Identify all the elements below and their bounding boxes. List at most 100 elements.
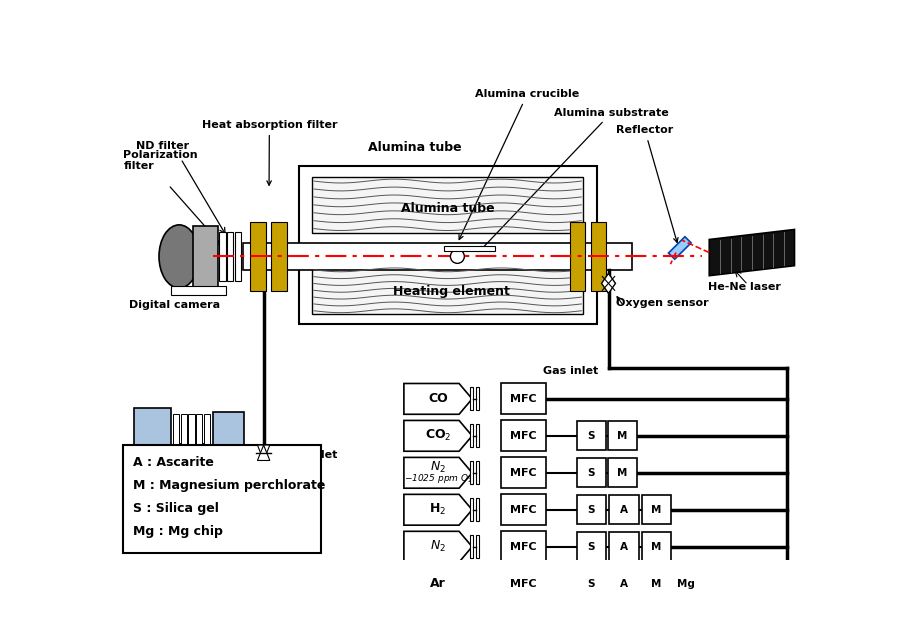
Text: Mg: Mg (677, 579, 695, 589)
Bar (470, 461, 472, 484)
Polygon shape (404, 568, 472, 599)
Text: Vacuum
pump: Vacuum pump (158, 441, 207, 462)
Bar (609, 532, 639, 561)
Text: M: M (652, 504, 662, 515)
Text: ND filter: ND filter (136, 142, 189, 152)
Bar (312, 267, 583, 314)
Text: Oxygen sensor: Oxygen sensor (616, 299, 709, 308)
Bar (250, 222, 266, 291)
Text: Alumina tube: Alumina tube (368, 141, 462, 154)
Bar (470, 498, 472, 521)
Bar (173, 415, 179, 443)
Bar (608, 458, 637, 487)
Text: Mg : Mg chip: Mg : Mg chip (132, 525, 222, 538)
Bar (476, 572, 479, 595)
Bar (470, 425, 472, 447)
Text: MFC: MFC (510, 542, 536, 552)
Bar (220, 232, 226, 281)
Text: Alumina substrate: Alumina substrate (480, 108, 669, 251)
Bar (500, 384, 545, 415)
Bar (642, 495, 671, 525)
Bar (299, 166, 597, 324)
Bar (500, 494, 545, 525)
Text: MFC: MFC (510, 394, 536, 404)
Polygon shape (669, 237, 691, 259)
Bar (608, 421, 637, 450)
Circle shape (450, 250, 464, 264)
Text: A: A (620, 504, 628, 515)
Text: S: S (588, 504, 595, 515)
Text: $N_2$: $N_2$ (430, 460, 446, 475)
Bar (470, 387, 472, 411)
Bar (204, 415, 210, 443)
Text: $-$1025 $ppm$ O$_2$: $-$1025 $ppm$ O$_2$ (403, 472, 472, 486)
Text: Alumina crucible: Alumina crucible (459, 89, 580, 240)
Text: S: S (588, 431, 595, 441)
Polygon shape (404, 457, 472, 488)
Bar (577, 421, 607, 450)
Bar (476, 535, 479, 559)
Polygon shape (404, 494, 472, 525)
Bar (243, 243, 632, 269)
Text: Ar: Ar (430, 577, 446, 590)
Text: Gas inlet: Gas inlet (543, 366, 598, 376)
Bar (642, 569, 671, 598)
Text: A: A (620, 579, 628, 589)
Text: S: S (588, 579, 595, 589)
Bar (194, 226, 218, 287)
Bar (272, 222, 287, 291)
Bar (312, 177, 583, 233)
Bar (171, 286, 227, 295)
Bar (590, 222, 607, 291)
Text: M: M (652, 579, 662, 589)
Bar (123, 445, 321, 553)
Text: M: M (617, 468, 627, 478)
Text: MFC: MFC (510, 431, 536, 441)
Polygon shape (404, 420, 472, 451)
Text: S: S (588, 542, 595, 552)
Bar (476, 461, 479, 484)
Bar (476, 387, 479, 411)
Text: M : Magnesium perchlorate: M : Magnesium perchlorate (132, 479, 325, 492)
Bar (500, 420, 545, 451)
Text: CO$_2$: CO$_2$ (425, 428, 451, 443)
Bar (577, 495, 607, 525)
Text: Heat absorption filter: Heat absorption filter (202, 120, 338, 186)
Text: Heating element: Heating element (393, 286, 510, 298)
Polygon shape (404, 384, 472, 415)
Bar (577, 532, 607, 561)
Bar (470, 572, 472, 595)
Text: $N_2$: $N_2$ (430, 539, 446, 554)
Bar (445, 246, 495, 251)
Bar (470, 535, 472, 559)
Text: Digital camera: Digital camera (129, 300, 220, 310)
Polygon shape (257, 445, 270, 460)
Bar (570, 222, 585, 291)
Ellipse shape (159, 225, 199, 288)
Text: H$_2$: H$_2$ (429, 502, 446, 517)
Bar (671, 569, 701, 598)
Polygon shape (709, 230, 795, 276)
Bar (642, 532, 671, 561)
Text: MFC: MFC (510, 579, 536, 589)
Text: He-Ne laser: He-Ne laser (707, 282, 780, 291)
Bar (577, 569, 607, 598)
Bar (500, 568, 545, 599)
Bar (500, 532, 545, 562)
Bar (188, 415, 194, 443)
Text: A: A (620, 542, 628, 552)
Bar (476, 425, 479, 447)
Bar (235, 232, 241, 281)
Text: Gas outlet: Gas outlet (273, 450, 338, 460)
Polygon shape (257, 445, 270, 460)
Text: MFC: MFC (510, 504, 536, 515)
Bar (134, 408, 171, 450)
Bar (577, 458, 607, 487)
Bar (181, 415, 187, 443)
Bar (500, 457, 545, 488)
Bar (609, 569, 639, 598)
Text: Reflector: Reflector (616, 125, 678, 242)
Text: A : Ascarite: A : Ascarite (132, 455, 213, 469)
Bar (213, 412, 244, 449)
Text: S: S (588, 468, 595, 478)
